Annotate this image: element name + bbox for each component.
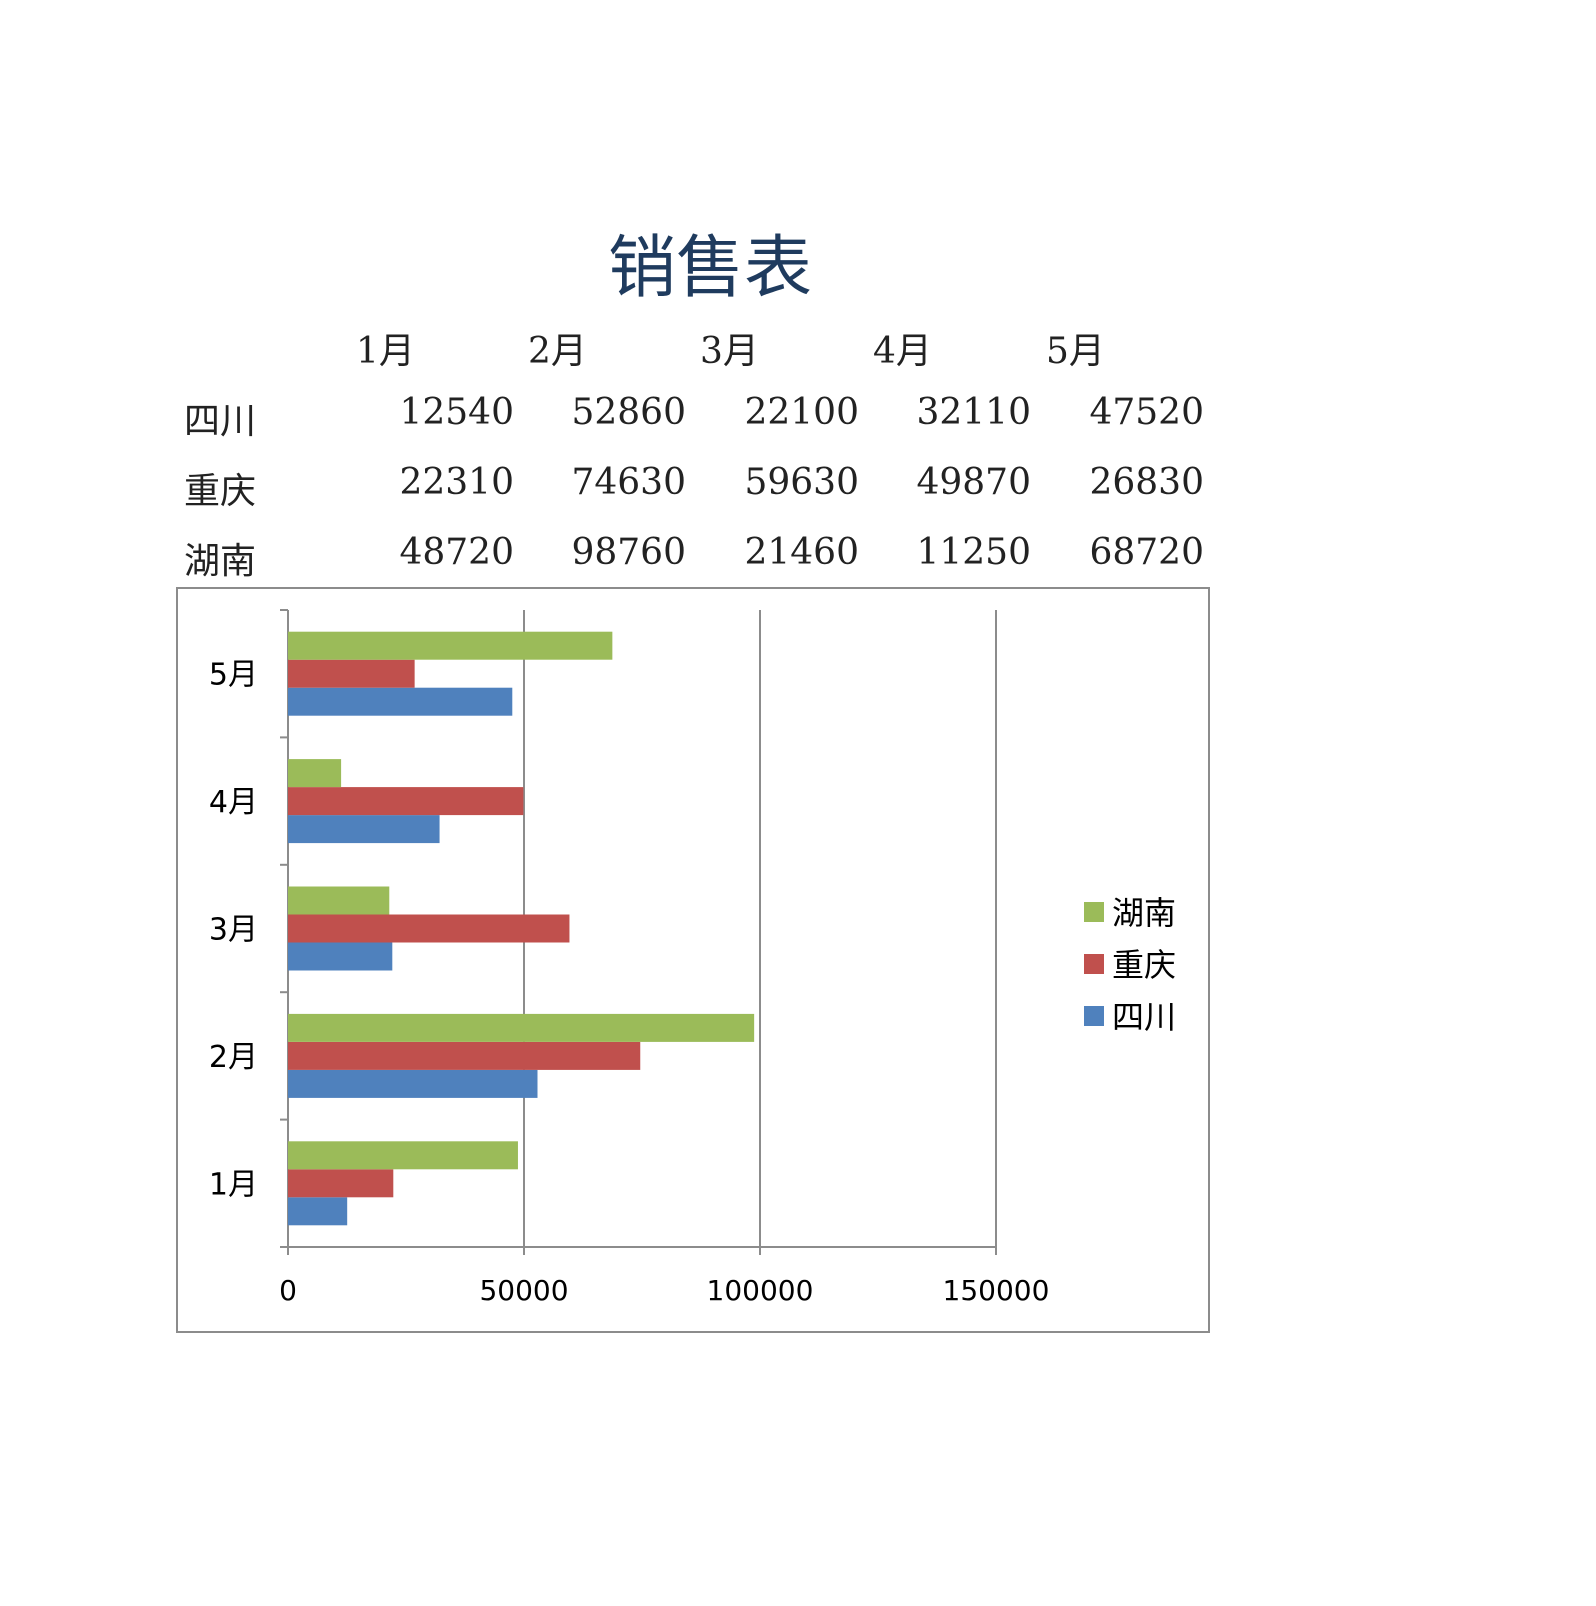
table-cell: 47520 bbox=[1089, 392, 1204, 433]
table-cell: 26830 bbox=[1089, 462, 1204, 503]
bar-四川-1月 bbox=[288, 1197, 348, 1226]
y-tick-label: 5月 bbox=[209, 658, 258, 693]
table-cell: 68720 bbox=[1089, 532, 1204, 573]
bar-重庆-5月 bbox=[288, 659, 415, 688]
bar-四川-4月 bbox=[288, 815, 440, 844]
x-tick-label: 50000 bbox=[479, 1274, 568, 1307]
bar-重庆-2月 bbox=[288, 1041, 641, 1070]
table-cell: 22310 bbox=[399, 462, 514, 503]
bar-重庆-3月 bbox=[288, 914, 570, 943]
y-tick-label: 4月 bbox=[209, 785, 258, 820]
table-cell: 32110 bbox=[916, 392, 1031, 433]
legend-label: 四川 bbox=[1112, 998, 1176, 1036]
bar-重庆-1月 bbox=[288, 1169, 394, 1198]
table-header-month-3: 3月 bbox=[700, 331, 759, 372]
y-tick-label: 1月 bbox=[209, 1167, 258, 1202]
table-cell: 11250 bbox=[916, 532, 1031, 573]
table-cell: 21460 bbox=[744, 532, 859, 573]
table-cell: 74630 bbox=[571, 462, 686, 503]
bar-湖南-2月 bbox=[288, 1013, 755, 1042]
page-title: 销售表 bbox=[607, 229, 812, 308]
table-cell: 52860 bbox=[571, 392, 686, 433]
table-row-label: 重庆 bbox=[184, 471, 257, 512]
table-cell: 48720 bbox=[399, 532, 514, 573]
table-header-month-4: 4月 bbox=[873, 331, 932, 372]
bar-四川-2月 bbox=[288, 1069, 538, 1098]
table-header-month-5: 5月 bbox=[1046, 331, 1105, 372]
legend-swatch bbox=[1084, 902, 1104, 922]
y-tick-label: 2月 bbox=[209, 1040, 258, 1075]
table-header-month-1: 1月 bbox=[356, 331, 415, 372]
bar-四川-3月 bbox=[288, 942, 393, 971]
table-cell: 22100 bbox=[744, 392, 859, 433]
bar-湖南-3月 bbox=[288, 886, 390, 915]
bar-湖南-1月 bbox=[288, 1141, 518, 1170]
x-tick-label: 0 bbox=[279, 1274, 297, 1307]
bar-湖南-5月 bbox=[288, 631, 613, 660]
table-header-month-2: 2月 bbox=[528, 331, 587, 372]
legend-swatch bbox=[1084, 1006, 1104, 1026]
table-cell: 12540 bbox=[399, 392, 514, 433]
x-tick-label: 100000 bbox=[707, 1274, 814, 1307]
table-cell: 59630 bbox=[744, 462, 859, 503]
chart-area: 0 50000 100000 150000 1月 2月 3月 4月 5月湖南重庆四川 bbox=[176, 587, 1210, 1333]
table-row-label: 湖南 bbox=[184, 541, 257, 582]
legend-swatch bbox=[1084, 954, 1104, 974]
x-tick-label: 150000 bbox=[943, 1274, 1050, 1307]
table-cell: 49870 bbox=[916, 462, 1031, 503]
legend-label: 湖南 bbox=[1112, 894, 1176, 932]
bar-四川-5月 bbox=[288, 687, 513, 716]
bar-重庆-4月 bbox=[288, 787, 524, 816]
bar-湖南-4月 bbox=[288, 759, 342, 788]
table-row-label: 四川 bbox=[184, 401, 257, 442]
y-tick-label: 3月 bbox=[209, 913, 258, 948]
table-cell: 98760 bbox=[571, 532, 686, 573]
legend-label: 重庆 bbox=[1112, 946, 1176, 984]
